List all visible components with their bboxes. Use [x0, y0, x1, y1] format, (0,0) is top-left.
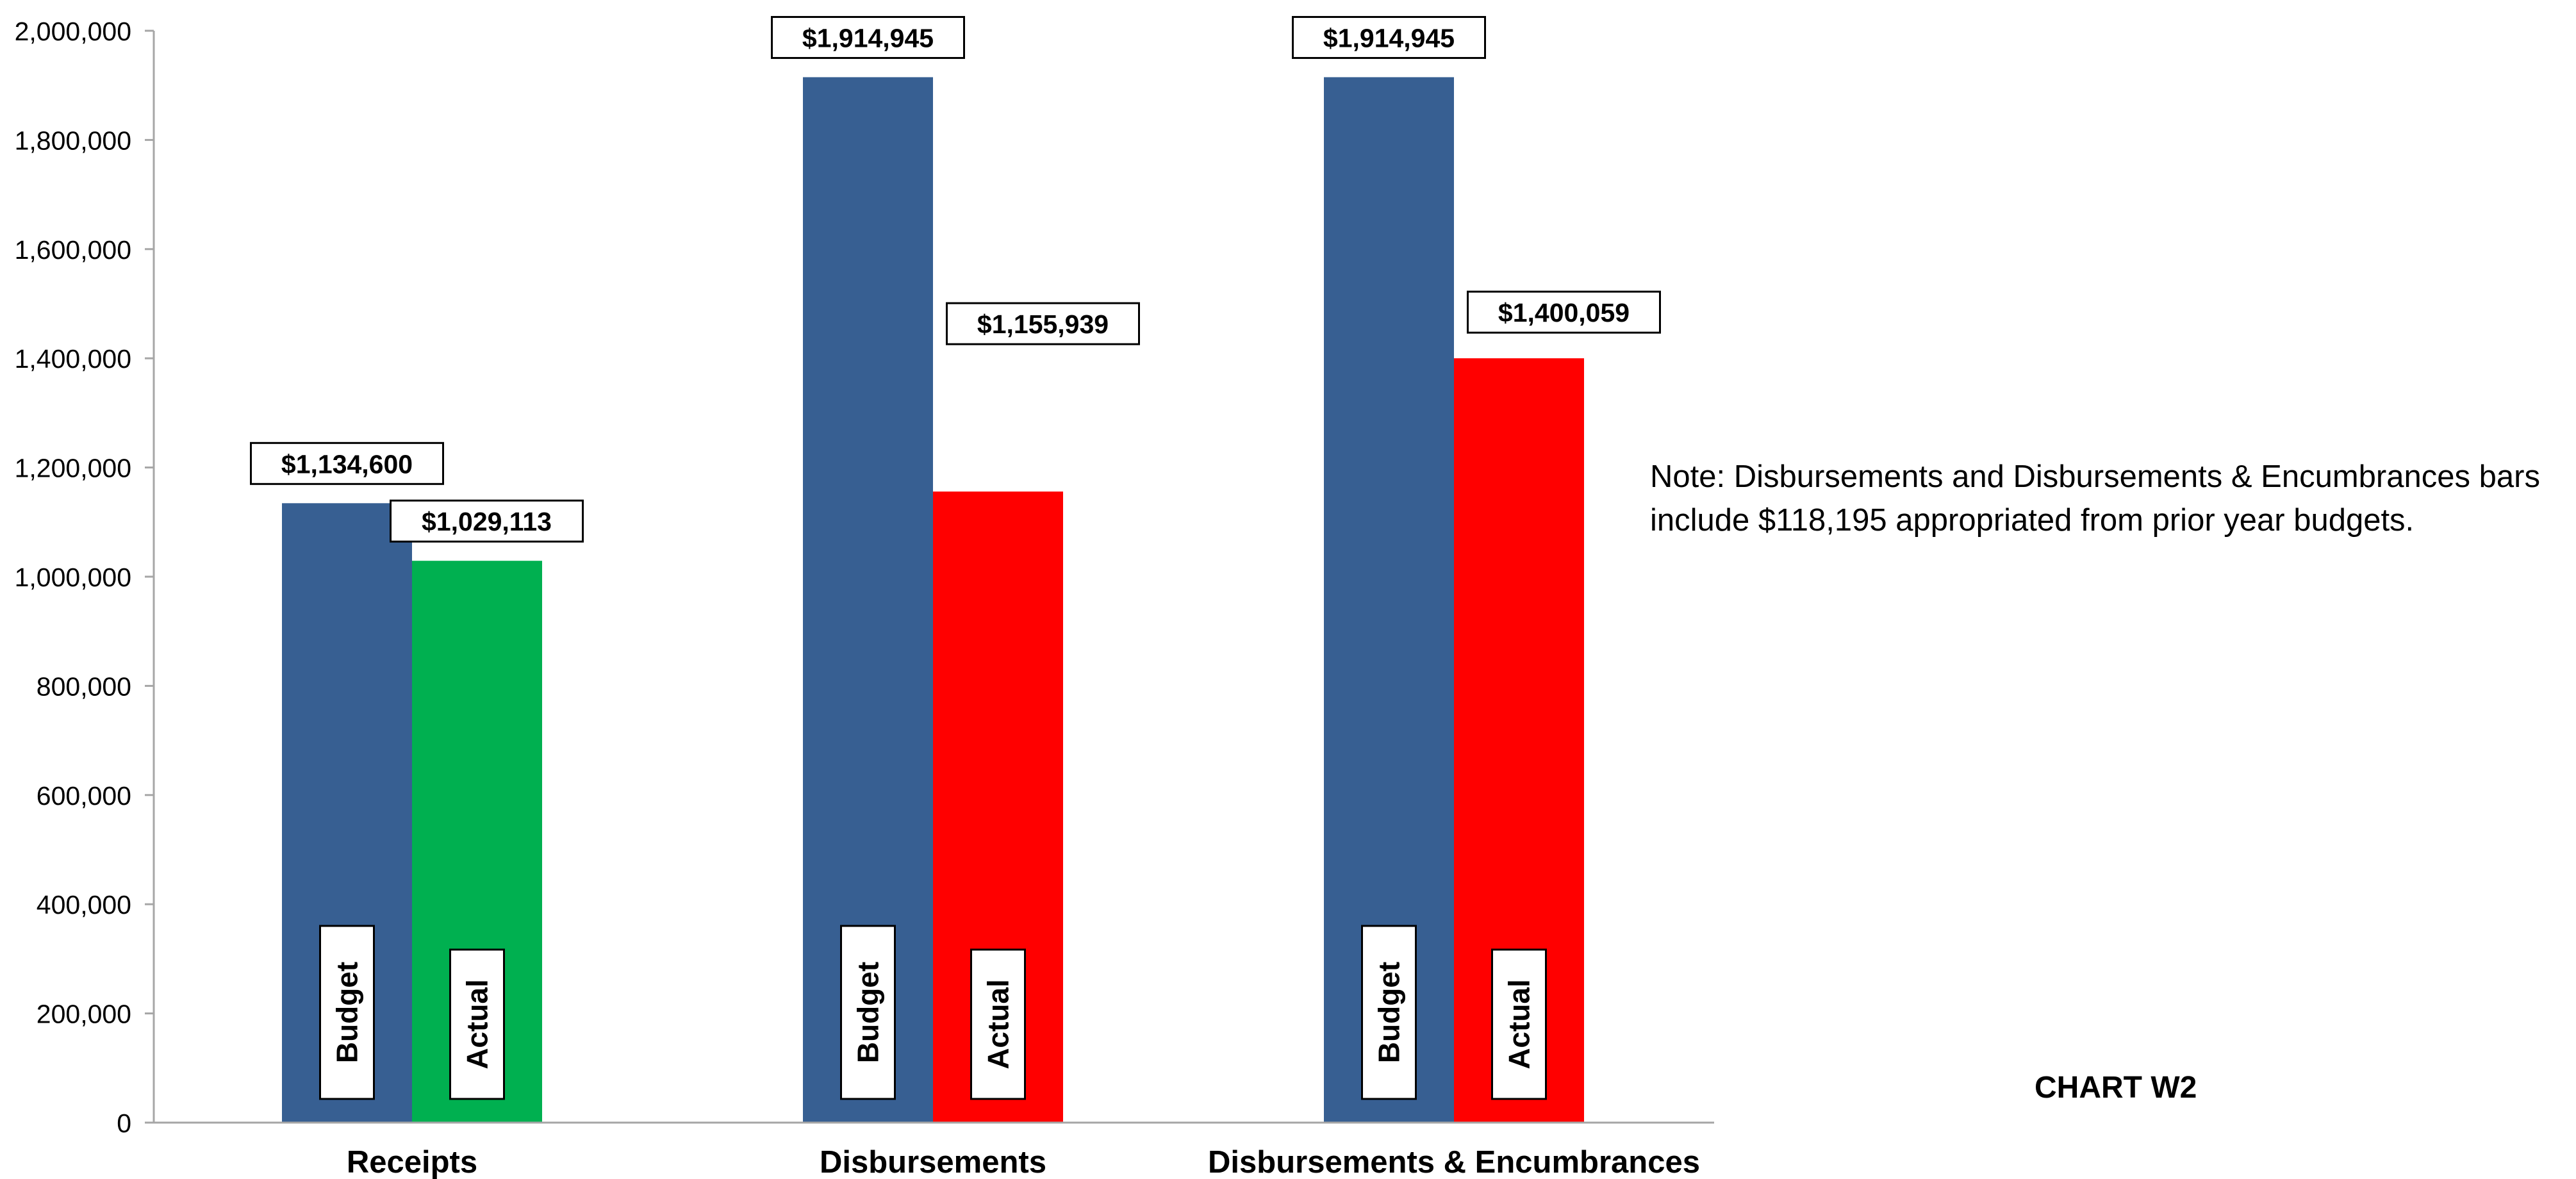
x-axis-labels: Receipts Disbursements Disbursements & Enc…: [347, 1145, 1700, 1179]
y-tick-label: 1,000,000: [15, 563, 131, 592]
series-label-box: [449, 948, 505, 1100]
value-label: $1,134,600: [281, 449, 413, 479]
value-label-box: [946, 302, 1140, 345]
series-label-box: [840, 925, 896, 1100]
x-category-label: Disbursements: [820, 1145, 1046, 1179]
chart-note: Note: Disbursements and Disbursements & …: [1650, 455, 2573, 542]
value-label-box: [771, 15, 965, 59]
y-tick-label: 2,000,000: [15, 17, 131, 46]
value-label: $1,400,059: [1498, 298, 1630, 327]
bar-labels: $1,134,600 Budget $1,029,113 Actual $1,914,9…: [250, 15, 1661, 1100]
y-tick-label: 200,000: [37, 1000, 131, 1029]
series-label: Budget: [1373, 962, 1406, 1063]
series-label-box: [1361, 925, 1417, 1100]
value-label-box: [250, 441, 444, 485]
value-label: $1,155,939: [977, 309, 1109, 339]
value-label-box: [1292, 15, 1486, 59]
y-tick-label: 800,000: [37, 672, 131, 701]
series-label: Actual: [1503, 979, 1536, 1069]
chart-id-label: CHART W2: [2035, 1071, 2197, 1105]
x-category-label: Receipts: [347, 1145, 477, 1179]
note-line-1: Note: Disbursements and Disbursements & …: [1650, 459, 2540, 494]
value-label: $1,029,113: [422, 507, 552, 536]
y-tick-label: 1,600,000: [15, 235, 131, 265]
y-axis-ticks: 0 200,000 400,000 600,000 800,000 1,000,000 1,…: [15, 17, 154, 1138]
y-tick-label: 600,000: [37, 781, 131, 811]
axes: [153, 31, 1714, 1124]
value-label: $1,914,945: [1323, 23, 1455, 53]
value-label-box: [1467, 290, 1661, 334]
series-label: Actual: [461, 979, 494, 1069]
series-label: Budget: [331, 962, 364, 1063]
x-category-label: Disbursements & Encumbrances: [1208, 1145, 1700, 1179]
series-label-box: [970, 948, 1026, 1100]
series-label: Actual: [982, 979, 1015, 1069]
y-tick-label: 0: [117, 1109, 131, 1138]
y-tick-label: 1,200,000: [15, 454, 131, 483]
value-label-box: [390, 499, 584, 543]
y-tick-label: 1,400,000: [15, 344, 131, 374]
series-label-box: [319, 925, 375, 1100]
y-tick-label: 1,800,000: [15, 126, 131, 155]
series-label: Budget: [852, 962, 885, 1063]
y-tick-label: 400,000: [37, 890, 131, 919]
note-line-2: include $118,195 appropriated from prior…: [1650, 503, 2415, 538]
value-label: $1,914,945: [802, 23, 934, 53]
series-label-box: [1491, 948, 1547, 1100]
